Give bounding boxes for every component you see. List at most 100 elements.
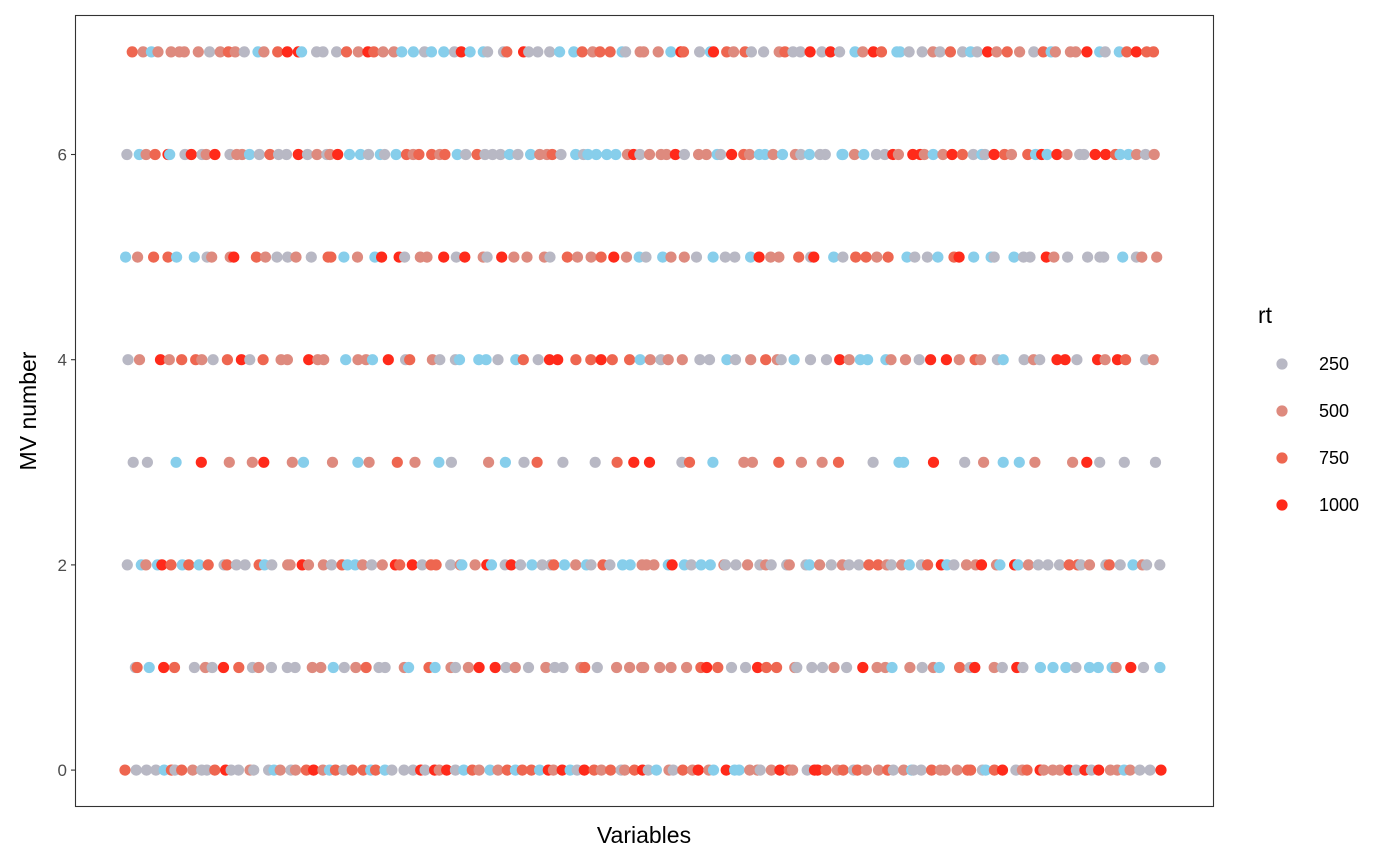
data-point	[765, 764, 777, 776]
data-point	[1075, 559, 1087, 571]
data-point	[967, 148, 979, 161]
data-point	[804, 46, 816, 58]
data-point	[803, 559, 816, 571]
data-point	[611, 456, 623, 468]
data-point	[1029, 456, 1041, 468]
data-point	[834, 46, 846, 58]
data-point	[297, 456, 310, 468]
data-point	[892, 148, 905, 161]
data-point	[707, 251, 719, 263]
data-point	[253, 148, 265, 161]
data-point	[804, 354, 817, 366]
data-point	[176, 354, 188, 366]
data-point	[546, 148, 558, 161]
data-point	[162, 251, 174, 263]
data-point	[531, 456, 543, 468]
data-point	[1120, 354, 1132, 366]
data-point	[585, 559, 597, 571]
data-point	[481, 251, 493, 263]
data-point	[728, 46, 740, 58]
data-point	[849, 46, 861, 58]
data-point	[720, 764, 732, 776]
data-point	[258, 46, 270, 58]
data-point	[693, 148, 705, 161]
data-point	[170, 456, 182, 468]
data-point	[715, 148, 727, 161]
data-point	[1042, 559, 1054, 571]
data-point	[483, 456, 495, 468]
data-point	[997, 354, 1009, 366]
data-point	[885, 559, 897, 571]
data-point	[1034, 661, 1046, 674]
data-point	[980, 764, 992, 776]
data-point	[1093, 764, 1105, 776]
data-point	[837, 764, 849, 776]
data-point	[652, 46, 664, 58]
data-point	[707, 764, 720, 776]
data-point	[982, 46, 994, 58]
data-point	[164, 148, 176, 161]
data-point	[1124, 764, 1136, 776]
data-point	[779, 46, 791, 58]
data-point	[997, 456, 1009, 468]
data-point	[532, 354, 544, 366]
data-point	[133, 354, 146, 366]
data-point	[669, 148, 682, 161]
legend-label: 1000	[1319, 495, 1359, 515]
data-point	[271, 251, 283, 263]
data-point	[394, 559, 406, 571]
data-point	[820, 764, 832, 776]
data-point	[362, 148, 375, 161]
data-point	[1054, 764, 1066, 776]
data-point	[416, 559, 428, 571]
data-point	[201, 764, 213, 776]
data-point	[305, 251, 317, 263]
data-point	[430, 559, 442, 571]
data-point	[934, 46, 946, 58]
data-point	[1103, 559, 1115, 571]
data-point	[462, 661, 474, 674]
data-point	[1081, 456, 1093, 468]
data-point	[610, 148, 622, 161]
data-point	[894, 46, 906, 58]
data-point	[532, 46, 544, 58]
data-point	[1094, 456, 1106, 468]
data-point	[140, 764, 153, 776]
data-point	[453, 354, 466, 366]
data-point	[1017, 661, 1029, 674]
data-point	[130, 764, 142, 776]
data-point	[131, 661, 143, 674]
data-point	[585, 354, 597, 366]
data-point	[595, 764, 608, 776]
data-point	[1125, 661, 1137, 674]
data-point	[971, 46, 983, 58]
data-point	[233, 661, 245, 674]
data-point	[903, 559, 915, 571]
data-point	[403, 661, 415, 674]
data-point	[469, 559, 481, 571]
data-point	[570, 559, 582, 571]
data-point	[904, 661, 916, 674]
data-point	[700, 148, 713, 161]
data-point	[816, 456, 828, 468]
data-point	[665, 661, 677, 674]
data-point	[828, 251, 840, 263]
data-point	[1134, 764, 1146, 776]
data-point	[996, 661, 1008, 674]
data-point	[832, 456, 845, 468]
data-point	[944, 46, 957, 58]
data-point	[620, 46, 632, 58]
data-point	[863, 559, 875, 571]
data-point	[1053, 559, 1066, 571]
data-point	[1111, 354, 1124, 366]
data-point	[274, 764, 286, 776]
data-point	[434, 354, 446, 366]
data-point	[326, 456, 339, 468]
data-point	[571, 251, 584, 263]
data-point	[595, 354, 607, 366]
data-point	[701, 661, 713, 674]
data-point	[1048, 251, 1060, 263]
data-point	[544, 251, 556, 263]
data-point	[281, 46, 293, 58]
